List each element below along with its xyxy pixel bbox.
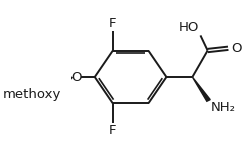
Text: HO: HO	[179, 21, 200, 34]
Text: methoxy: methoxy	[2, 88, 61, 101]
Text: F: F	[109, 17, 116, 30]
Text: NH₂: NH₂	[211, 101, 236, 114]
Text: O: O	[231, 42, 241, 55]
Polygon shape	[192, 77, 210, 101]
Text: F: F	[109, 124, 116, 137]
Text: O: O	[72, 71, 82, 83]
